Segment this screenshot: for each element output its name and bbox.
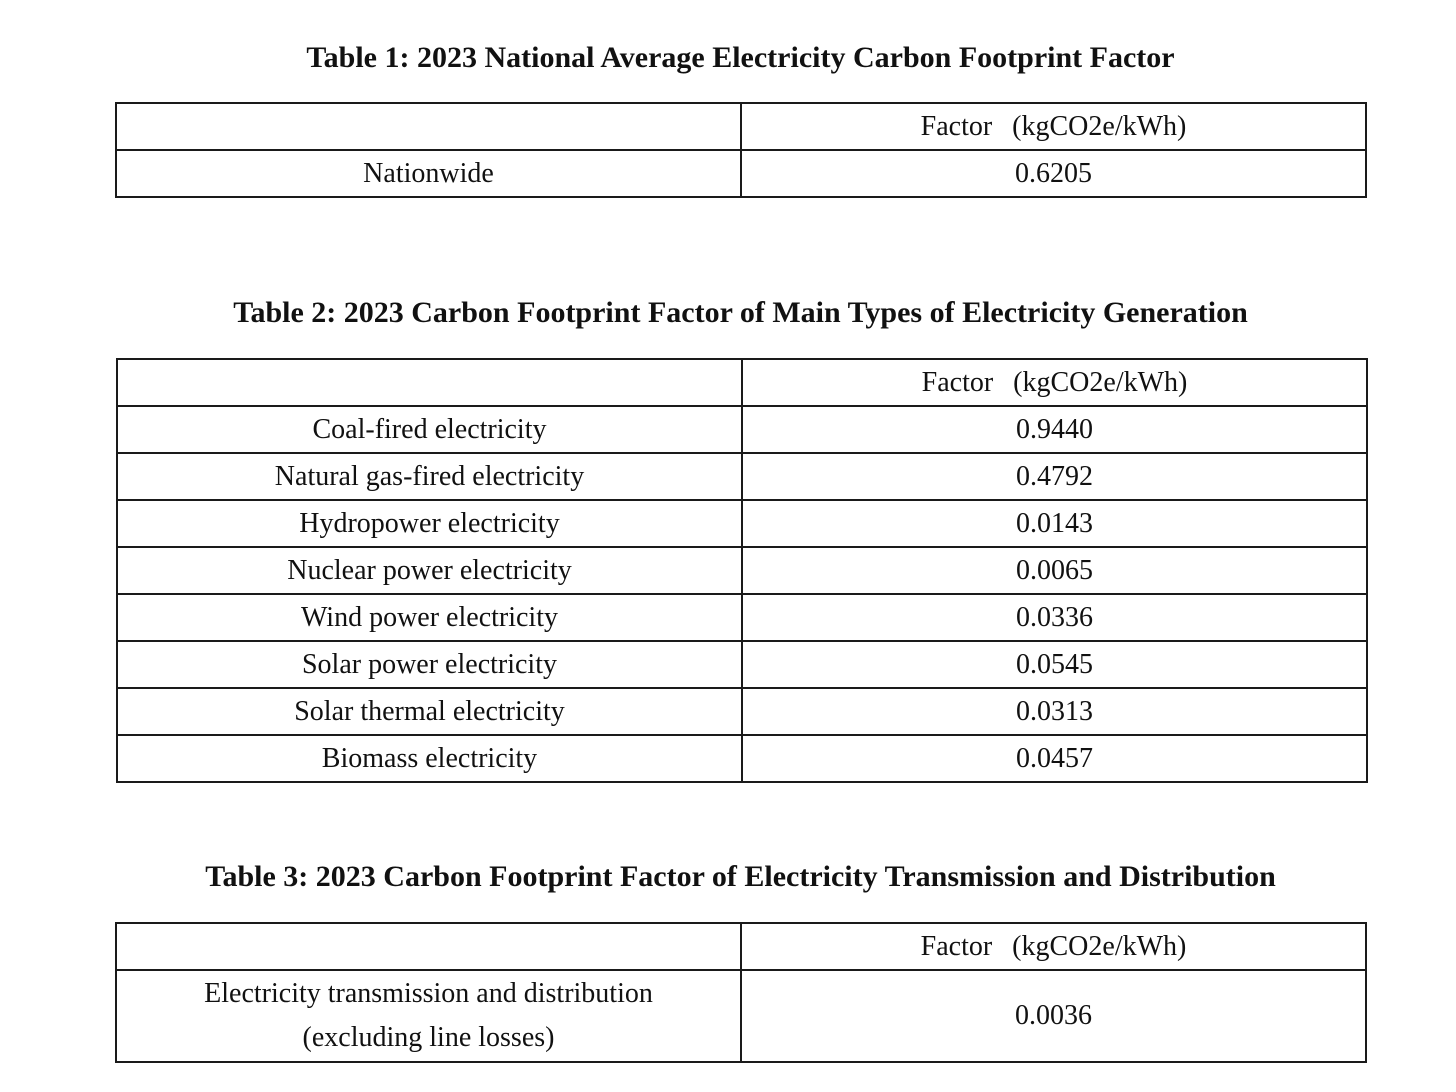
- table-header-row: Factor (kgCO2e/kWh): [115, 922, 1367, 971]
- table-row: Hydropower electricity 0.0143: [116, 499, 1368, 548]
- row-value: 0.9440: [741, 405, 1368, 454]
- row-value: 0.0065: [741, 546, 1368, 595]
- row-label: Nationwide: [115, 149, 742, 198]
- factor-label: Factor: [920, 110, 993, 142]
- table-row: Wind power electricity 0.0336: [116, 593, 1368, 642]
- header-factor-cell: Factor (kgCO2e/kWh): [740, 922, 1367, 971]
- header-blank-cell: [116, 358, 743, 407]
- row-label: Biomass electricity: [116, 734, 743, 783]
- row-value: 0.6205: [740, 149, 1367, 198]
- row-label: Solar power electricity: [116, 640, 743, 689]
- table-row: Solar thermal electricity 0.0313: [116, 687, 1368, 736]
- factor-label: Factor: [920, 930, 993, 962]
- table-row: Coal-fired electricity 0.9440: [116, 405, 1368, 454]
- row-label: Nuclear power electricity: [116, 546, 743, 595]
- table2-caption: Table 2: 2023 Carbon Footprint Factor of…: [233, 296, 1248, 329]
- table-row: Nationwide 0.6205: [115, 149, 1367, 198]
- table2: Factor (kgCO2e/kWh) Coal-fired electricit…: [116, 358, 1368, 783]
- table-row: Solar power electricity 0.0545: [116, 640, 1368, 689]
- table3: Factor (kgCO2e/kWh) Electricity transmiss…: [115, 922, 1367, 1063]
- row-label: Natural gas-fired electricity: [116, 452, 743, 501]
- row-value: 0.0036: [740, 969, 1367, 1063]
- table-header-row: Factor (kgCO2e/kWh): [115, 102, 1367, 151]
- factor-label: Factor: [921, 366, 994, 398]
- table1: Factor (kgCO2e/kWh) Nationwide 0.6205: [115, 102, 1367, 198]
- row-value: 0.0545: [741, 640, 1368, 689]
- row-value: 0.4792: [741, 452, 1368, 501]
- table-row: Nuclear power electricity 0.0065: [116, 546, 1368, 595]
- row-value: 0.0457: [741, 734, 1368, 783]
- header-blank-cell: [115, 102, 742, 151]
- table-row: Biomass electricity 0.0457: [116, 734, 1368, 783]
- unit-label: (kgCO2e/kWh): [1013, 366, 1188, 398]
- row-label-line1: Electricity transmission and distributio…: [204, 978, 653, 1009]
- header-factor-cell: Factor (kgCO2e/kWh): [740, 102, 1367, 151]
- table-header-row: Factor (kgCO2e/kWh): [116, 358, 1368, 407]
- table1-caption: Table 1: 2023 National Average Electrici…: [306, 41, 1175, 74]
- row-value: 0.0143: [741, 499, 1368, 548]
- row-label: Coal-fired electricity: [116, 405, 743, 454]
- row-label: Solar thermal electricity: [116, 687, 743, 736]
- unit-label: (kgCO2e/kWh): [1012, 110, 1187, 142]
- row-label: Wind power electricity: [116, 593, 743, 642]
- row-value: 0.0313: [741, 687, 1368, 736]
- header-blank-cell: [115, 922, 742, 971]
- table-row: Electricity transmission and distributio…: [115, 969, 1367, 1063]
- row-value: 0.0336: [741, 593, 1368, 642]
- row-label: Hydropower electricity: [116, 499, 743, 548]
- table-row: Natural gas-fired electricity 0.4792: [116, 452, 1368, 501]
- row-label: Electricity transmission and distributio…: [115, 969, 742, 1063]
- unit-label: (kgCO2e/kWh): [1012, 930, 1187, 962]
- row-label-line2: (excluding line losses): [302, 1022, 555, 1053]
- header-factor-cell: Factor (kgCO2e/kWh): [741, 358, 1368, 407]
- table3-caption: Table 3: 2023 Carbon Footprint Factor of…: [205, 860, 1276, 893]
